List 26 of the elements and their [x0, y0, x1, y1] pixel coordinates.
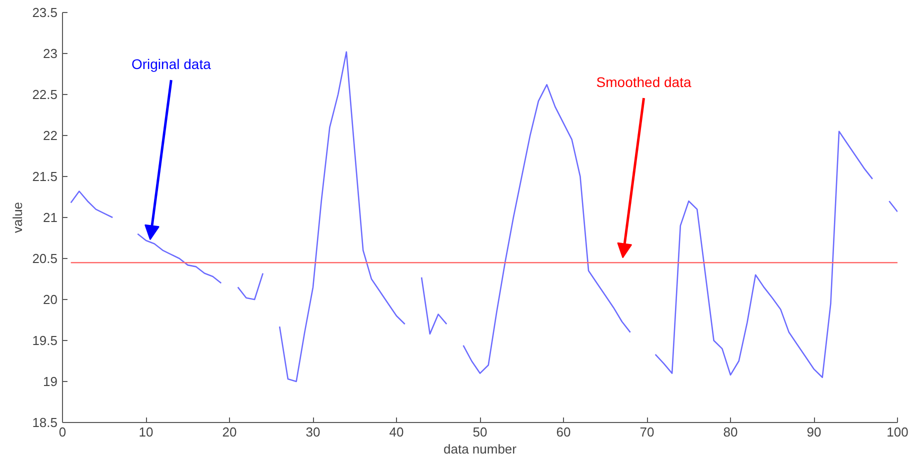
y-tick-label: 19	[43, 374, 58, 389]
y-tick-label: 22.5	[32, 87, 58, 102]
x-tick-label: 60	[556, 424, 571, 440]
y-axis-title: value	[10, 202, 26, 234]
annotation: Smoothed data	[596, 74, 692, 90]
x-tick-label: 20	[222, 424, 237, 440]
x-tick-label: 40	[389, 424, 404, 440]
y-tick-label: 21.5	[32, 169, 58, 184]
y-tick-label: 19.5	[32, 333, 58, 348]
x-tick-label: 80	[723, 424, 738, 440]
x-tick-label: 90	[806, 424, 822, 440]
y-tick-label: 22	[43, 128, 58, 143]
annotation: Original data	[131, 56, 212, 72]
y-tick-label: 23.5	[32, 5, 58, 20]
x-tick-label: 10	[138, 424, 154, 440]
y-tick-label: 20	[43, 292, 58, 307]
y-tick-label: 23	[43, 46, 58, 61]
x-tick-label: 50	[472, 424, 488, 440]
y-tick-label: 20.5	[32, 251, 58, 266]
x-tick-label: 0	[58, 424, 66, 440]
x-axis-title: data number	[444, 442, 518, 456]
y-tick-label: 21	[43, 210, 58, 225]
x-tick-label: 100	[886, 424, 908, 440]
x-tick-label: 70	[640, 424, 654, 440]
x-tick-label: 30	[306, 424, 320, 440]
y-tick-label: 18.5	[32, 415, 58, 430]
